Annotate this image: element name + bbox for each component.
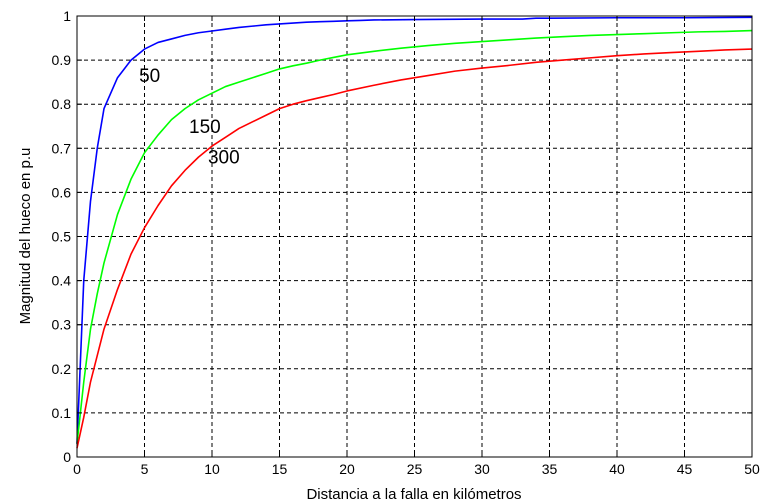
x-tick-label: 50 xyxy=(744,461,760,477)
x-axis-ticks: 0 5 10 15 20 25 30 35 40 45 50 xyxy=(73,16,760,477)
x-tick-label: 25 xyxy=(407,461,423,477)
x-tick-label: 40 xyxy=(609,461,625,477)
series-annotation-50: 50 xyxy=(139,66,160,87)
x-tick-label: 35 xyxy=(542,461,558,477)
grid xyxy=(77,16,752,457)
series-layer xyxy=(76,16,753,449)
x-tick-label: 10 xyxy=(204,461,220,477)
series-line-300 xyxy=(76,48,753,449)
y-tick-label: 0.6 xyxy=(52,184,72,200)
y-tick-label: 0 xyxy=(63,449,71,465)
y-tick-label: 1 xyxy=(63,8,71,24)
y-axis-label: Magnitud del hueco en p.u xyxy=(17,148,34,325)
y-tick-label: 0.1 xyxy=(52,405,72,421)
series-annotation-150: 150 xyxy=(189,117,221,138)
x-tick-label: 0 xyxy=(73,461,81,477)
x-tick-label: 5 xyxy=(141,461,149,477)
x-axis-label: Distancia a la falla en kilómetros xyxy=(306,486,521,503)
y-tick-label: 0.7 xyxy=(52,140,72,156)
x-tick-label: 20 xyxy=(339,461,355,477)
series-annotation-300: 300 xyxy=(208,148,240,169)
y-tick-label: 0.9 xyxy=(52,52,72,68)
y-tick-label: 0.4 xyxy=(52,273,72,289)
series-annotations: 50 150 300 xyxy=(139,66,240,169)
y-tick-label: 0.3 xyxy=(52,317,72,333)
x-tick-label: 15 xyxy=(272,461,288,477)
y-axis-ticks: 0 0.1 0.2 0.3 0.4 0.5 0.6 0.7 0.8 0.9 1 xyxy=(52,8,752,465)
series-line-50 xyxy=(76,16,753,444)
x-tick-label: 45 xyxy=(677,461,693,477)
y-tick-label: 0.8 xyxy=(52,96,72,112)
y-tick-label: 0.5 xyxy=(52,229,72,245)
y-tick-label: 0.2 xyxy=(52,361,72,377)
series-line-150 xyxy=(76,29,753,444)
x-tick-label: 30 xyxy=(474,461,490,477)
